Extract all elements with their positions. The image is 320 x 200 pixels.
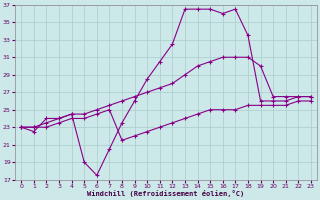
X-axis label: Windchill (Refroidissement éolien,°C): Windchill (Refroidissement éolien,°C) bbox=[87, 190, 245, 197]
